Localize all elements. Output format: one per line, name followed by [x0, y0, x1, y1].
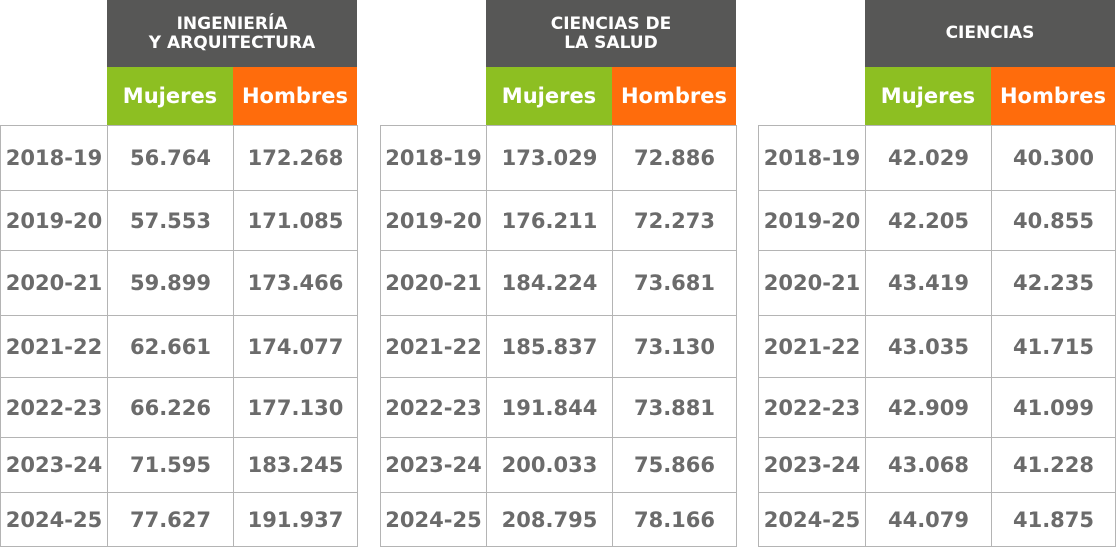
column-header: Hombres	[612, 67, 736, 125]
value-cell: 71.595	[107, 437, 234, 493]
value-cell: 184.224	[486, 250, 613, 316]
year-cell: 2023-24	[0, 437, 108, 493]
group-title: CIENCIAS DE	[550, 13, 672, 34]
value-cell: 66.226	[107, 377, 234, 438]
value-cell: 73.130	[612, 315, 737, 378]
value-cell: 43.035	[865, 315, 992, 378]
value-cell: 62.661	[107, 315, 234, 378]
group-title: INGENIERÍA	[176, 13, 288, 34]
value-cell: 42.205	[865, 190, 992, 251]
value-cell: 73.881	[612, 377, 737, 438]
year-cell: 2018-19	[0, 125, 108, 191]
value-cell: 174.077	[233, 315, 358, 378]
column-header: Hombres	[991, 67, 1115, 125]
value-cell: 176.211	[486, 190, 613, 251]
year-cell: 2021-22	[0, 315, 108, 378]
group-title: CIENCIAS	[945, 23, 1035, 43]
column-header: Mujeres	[865, 67, 991, 125]
value-cell: 185.837	[486, 315, 613, 378]
value-cell: 72.273	[612, 190, 737, 251]
year-cell: 2019-20	[758, 190, 866, 251]
value-cell: 191.844	[486, 377, 613, 438]
value-cell: 173.466	[233, 250, 358, 316]
year-cell: 2019-20	[0, 190, 108, 251]
year-cell: 2022-23	[758, 377, 866, 438]
value-cell: 43.419	[865, 250, 992, 316]
value-cell: 41.228	[991, 437, 1116, 493]
year-cell: 2022-23	[380, 377, 487, 438]
year-cell: 2020-21	[380, 250, 487, 316]
value-cell: 42.235	[991, 250, 1116, 316]
value-cell: 42.909	[865, 377, 992, 438]
value-cell: 177.130	[233, 377, 358, 438]
year-cell: 2020-21	[0, 250, 108, 316]
value-cell: 73.681	[612, 250, 737, 316]
value-cell: 57.553	[107, 190, 234, 251]
year-cell: 2024-25	[758, 492, 866, 547]
year-cell: 2024-25	[0, 492, 108, 547]
group-header: CIENCIAS DE LA SALUD	[486, 0, 736, 67]
value-cell: 200.033	[486, 437, 613, 493]
group-header: INGENIERÍA Y ARQUITECTURA	[107, 0, 357, 67]
year-cell: 2023-24	[758, 437, 866, 493]
value-cell: 78.166	[612, 492, 737, 547]
column-header: Mujeres	[107, 67, 233, 125]
value-cell: 41.715	[991, 315, 1116, 378]
value-cell: 208.795	[486, 492, 613, 547]
value-cell: 171.085	[233, 190, 358, 251]
value-cell: 43.068	[865, 437, 992, 493]
column-header: Mujeres	[486, 67, 612, 125]
value-cell: 41.099	[991, 377, 1116, 438]
value-cell: 59.899	[107, 250, 234, 316]
group-title: Y ARQUITECTURA	[148, 32, 316, 53]
value-cell: 40.855	[991, 190, 1116, 251]
year-cell: 2019-20	[380, 190, 487, 251]
value-cell: 75.866	[612, 437, 737, 493]
group-title: LA SALUD	[564, 32, 658, 53]
value-cell: 183.245	[233, 437, 358, 493]
value-cell: 172.268	[233, 125, 358, 191]
value-cell: 72.886	[612, 125, 737, 191]
value-cell: 40.300	[991, 125, 1116, 191]
year-cell: 2022-23	[0, 377, 108, 438]
value-cell: 41.875	[991, 492, 1116, 547]
year-cell: 2018-19	[758, 125, 866, 191]
year-cell: 2024-25	[380, 492, 487, 547]
value-cell: 77.627	[107, 492, 234, 547]
year-cell: 2021-22	[380, 315, 487, 378]
value-cell: 191.937	[233, 492, 358, 547]
group-header: CIENCIAS	[865, 0, 1115, 67]
year-cell: 2020-21	[758, 250, 866, 316]
year-cell: 2021-22	[758, 315, 866, 378]
value-cell: 44.079	[865, 492, 992, 547]
value-cell: 42.029	[865, 125, 992, 191]
value-cell: 56.764	[107, 125, 234, 191]
column-header: Hombres	[233, 67, 357, 125]
year-cell: 2018-19	[380, 125, 487, 191]
year-cell: 2023-24	[380, 437, 487, 493]
value-cell: 173.029	[486, 125, 613, 191]
